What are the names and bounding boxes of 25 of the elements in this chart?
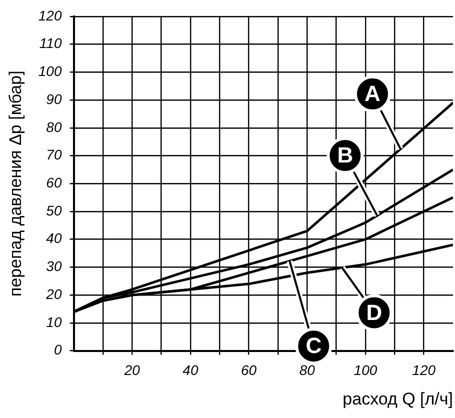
x-tick-label: 40 xyxy=(182,362,198,378)
y-tick-label: 80 xyxy=(46,118,62,135)
y-tick-label: 50 xyxy=(46,202,62,218)
x-axis-title: расход Q [л/ч] xyxy=(342,389,453,408)
y-tick-label: 60 xyxy=(46,174,62,190)
y-tick-label: 10 xyxy=(46,314,62,330)
y-tick-label: 90 xyxy=(46,90,62,107)
text: A xyxy=(364,80,381,106)
x-tick-label: 100 xyxy=(354,362,378,378)
x-tick-label: 20 xyxy=(123,362,140,378)
x-tick-label: 80 xyxy=(299,362,316,378)
y-tick-label: 20 xyxy=(45,286,62,302)
y-tick-label: 100 xyxy=(38,63,62,80)
text: C xyxy=(306,333,322,358)
x-tick-label: 60 xyxy=(241,362,257,378)
series-label: D xyxy=(366,300,382,325)
y-axis-title: перепад давления Δp [мбар] xyxy=(6,70,25,297)
x-tick-label: 120 xyxy=(412,362,436,378)
y-tick-label: 120 xyxy=(38,7,62,24)
y-tick-label: 0 xyxy=(54,342,62,358)
y-tick-label: 40 xyxy=(46,230,62,246)
text: B xyxy=(337,142,354,168)
y-tick-label: 70 xyxy=(46,146,62,163)
y-tick-label: 110 xyxy=(39,35,62,52)
y-tick-label: 30 xyxy=(46,258,62,274)
